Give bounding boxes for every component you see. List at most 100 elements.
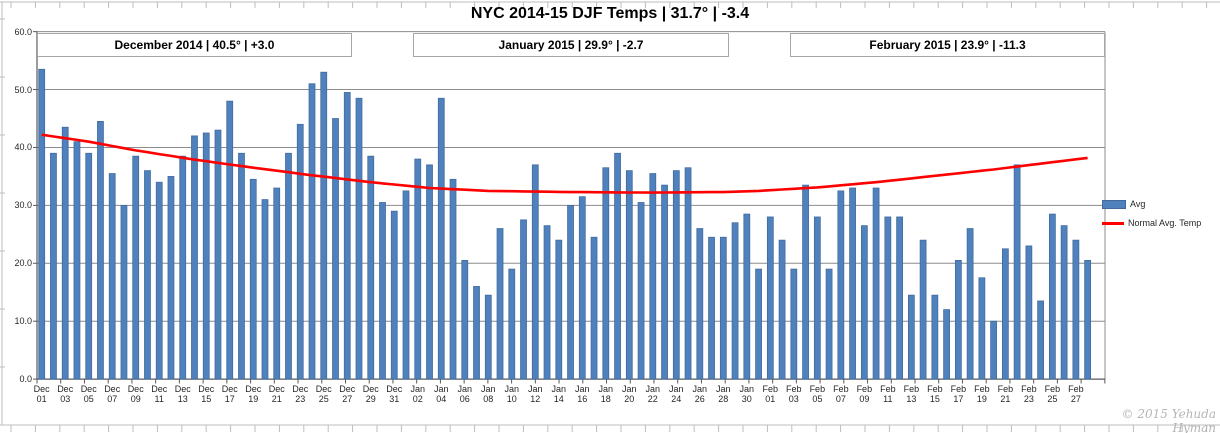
- avg-temp-bar: [849, 187, 856, 380]
- avg-temp-bar: [825, 268, 833, 380]
- x-tick-label: Feb 07: [833, 384, 849, 404]
- avg-temp-bar: [1013, 164, 1021, 380]
- avg-temp-bar: [602, 167, 610, 380]
- january-summary-label: January 2015 | 29.9° | -2.7: [498, 38, 644, 52]
- avg-temp-bar: [708, 236, 715, 380]
- y-tick-label: 40.0: [14, 142, 32, 153]
- avg-temp-bar: [1084, 260, 1092, 380]
- x-tick-label: Feb 21: [997, 384, 1014, 404]
- x-tick-label: Dec 09: [127, 384, 144, 404]
- x-tick-label: Jan 26: [692, 384, 708, 404]
- legend-item-normal: Normal Avg. Temp: [1102, 217, 1201, 229]
- avg-temp-bar: [1001, 248, 1009, 380]
- avg-temp-bar: [108, 173, 116, 380]
- avg-temp-bar: [884, 216, 892, 380]
- x-tick-label: Jan 10: [504, 384, 520, 404]
- x-tick-label: Feb 15: [927, 384, 943, 404]
- avg-temp-bar: [73, 141, 81, 380]
- avg-temp-bar: [978, 277, 986, 380]
- x-tick-label: Jan 22: [645, 384, 661, 404]
- avg-temp-bar: [1037, 300, 1044, 380]
- avg-temp-bar: [437, 97, 445, 380]
- y-tick-label: 10.0: [14, 316, 32, 327]
- avg-temp-bar: [508, 268, 516, 380]
- x-tick-label: Feb 19: [974, 384, 990, 404]
- legend-normal-label: Normal Avg. Temp: [1128, 218, 1202, 228]
- avg-temp-bar: [496, 228, 504, 380]
- avg-temp-bar: [261, 199, 269, 380]
- x-tick-label: Dec 07: [104, 384, 121, 404]
- y-tick-label: 0.0: [19, 374, 32, 385]
- chart-legend: Avg Normal Avg. Temp: [1102, 198, 1201, 236]
- avg-temp-bar: [778, 239, 786, 380]
- x-tick-label: Dec 29: [362, 384, 379, 404]
- avg-temp-bar: [813, 216, 821, 380]
- y-tick-label: 50.0: [14, 84, 32, 95]
- x-tick-label: Jan 04: [434, 384, 449, 404]
- x-tick-label: Jan 16: [575, 384, 590, 404]
- avg-temp-bar: [191, 135, 198, 380]
- avg-temp-bar: [696, 228, 704, 380]
- avg-temp-bar: [97, 121, 104, 380]
- avg-temp-bar: [296, 123, 304, 380]
- x-tick-label: Feb 11: [880, 384, 896, 404]
- x-tick-label: Dec 05: [80, 384, 97, 404]
- avg-temp-bar: [578, 196, 586, 380]
- x-tick-label: Jan 30: [739, 384, 755, 404]
- x-tick-label: Dec 19: [245, 384, 262, 404]
- avg-temp-bar: [966, 228, 974, 380]
- avg-series-swatch-icon: [1102, 199, 1126, 209]
- x-tick-label: Dec 03: [57, 384, 74, 404]
- x-tick-label: Dec 17: [221, 384, 238, 404]
- avg-temp-bar: [238, 152, 245, 380]
- avg-temp-bar: [38, 68, 46, 380]
- avg-temp-bar: [672, 170, 680, 380]
- x-tick-label: Dec 01: [33, 384, 50, 404]
- avg-temp-bar: [308, 83, 316, 380]
- avg-temp-bar: [837, 190, 845, 380]
- x-tick-label: Jan 24: [669, 384, 684, 404]
- avg-temp-bar: [1060, 225, 1068, 380]
- avg-temp-bar: [637, 202, 645, 380]
- avg-temp-bar: [931, 294, 939, 380]
- avg-temp-bar: [531, 164, 539, 380]
- avg-temp-bar: [919, 239, 927, 380]
- january-summary-box: January 2015 | 29.9° | -2.7: [413, 33, 729, 57]
- avg-temp-bar: [390, 210, 398, 380]
- x-tick-label: Jan 08: [481, 384, 496, 404]
- avg-temp-bar: [860, 225, 868, 380]
- x-tick-label: Dec 25: [315, 384, 332, 404]
- x-tick-label: Jan 28: [716, 384, 731, 404]
- avg-temp-bar: [625, 170, 633, 380]
- avg-temp-bar: [954, 260, 962, 380]
- avg-temp-bar: [990, 320, 997, 380]
- avg-temp-bar: [614, 152, 621, 380]
- avg-temp-bar: [943, 309, 950, 380]
- x-tick-label: Jan 12: [528, 384, 543, 404]
- avg-temp-bar: [461, 260, 469, 380]
- avg-temp-bar: [449, 178, 457, 380]
- avg-temp-bar: [132, 155, 140, 380]
- chart-title: NYC 2014-15 DJF Temps | 31.7° | -3.4: [470, 5, 750, 22]
- avg-temp-bar: [590, 236, 598, 380]
- x-tick-label: Dec 23: [292, 384, 309, 404]
- x-tick-label: Jan 18: [598, 384, 614, 404]
- avg-temp-bar: [755, 268, 762, 380]
- x-tick-label: Feb 27: [1068, 384, 1084, 404]
- normal-avg-temp-line: [41, 133, 1088, 194]
- x-tick-label: Dec 11: [151, 384, 168, 404]
- avg-temp-bar: [414, 158, 422, 380]
- avg-temp-bar: [202, 132, 210, 380]
- x-tick-label: Jan 20: [622, 384, 637, 404]
- legend-avg-label: Avg: [1130, 199, 1146, 209]
- x-tick-label: Feb 17: [950, 384, 967, 404]
- x-tick-label: Feb 03: [786, 384, 802, 404]
- avg-temp-bar: [426, 164, 433, 380]
- legend-item-avg: Avg: [1102, 198, 1201, 210]
- december-summary-box: December 2014 | 40.5° | +3.0: [37, 33, 352, 57]
- avg-temp-bar: [661, 184, 668, 380]
- x-tick-label: Dec 31: [386, 384, 403, 404]
- x-tick-label: Dec 13: [174, 384, 191, 404]
